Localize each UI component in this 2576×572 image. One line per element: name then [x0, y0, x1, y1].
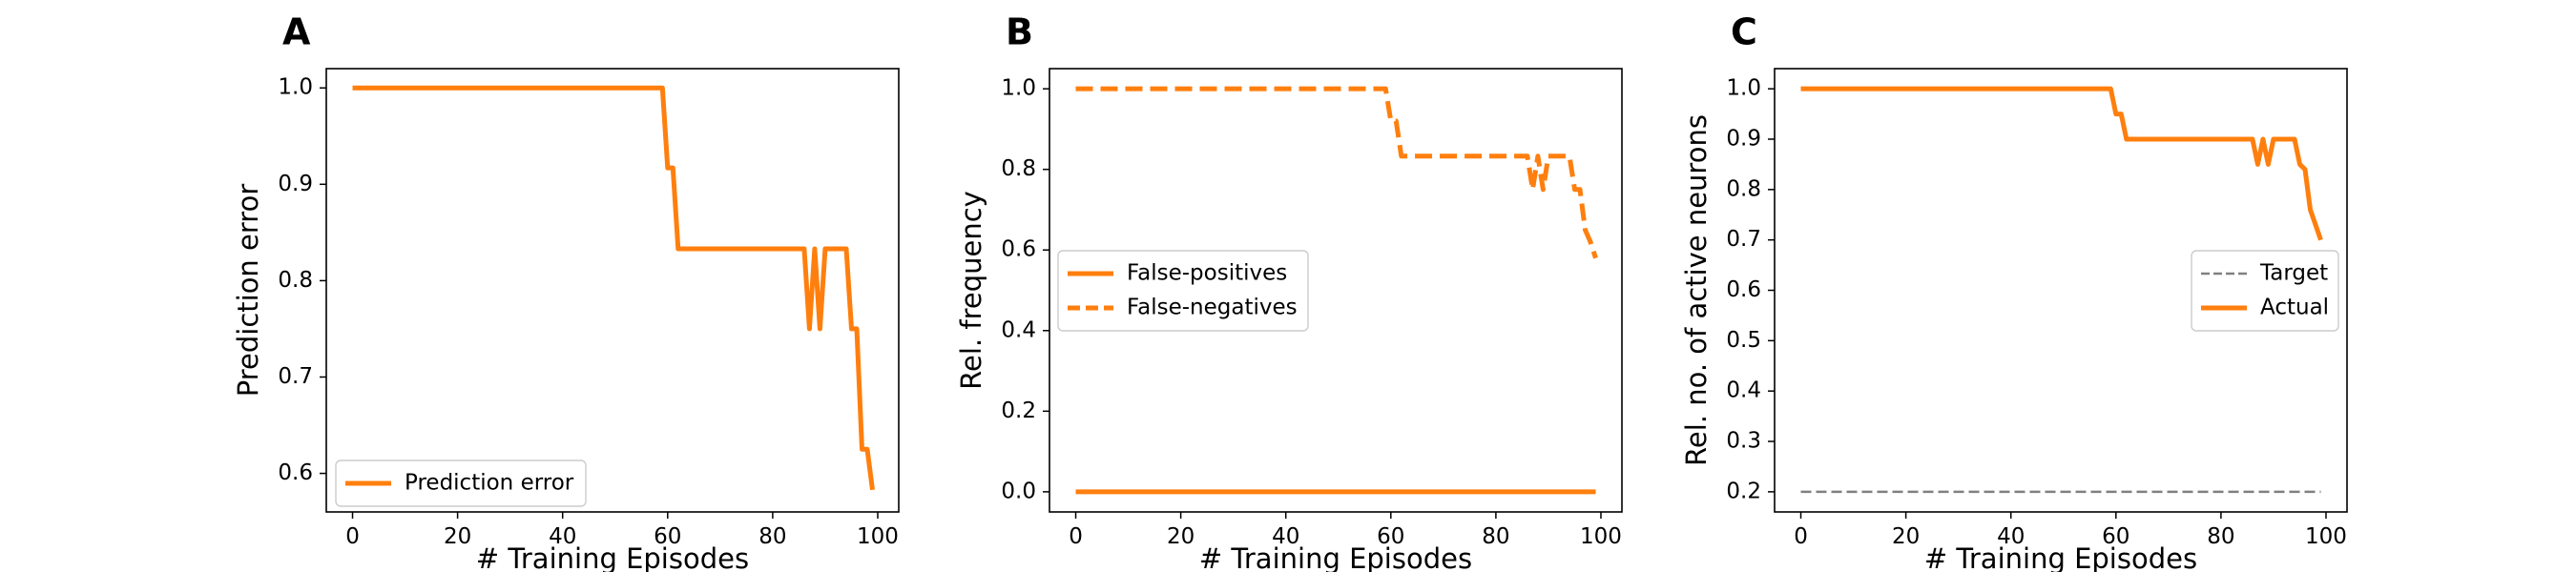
y-tick-label: 0.8 [278, 268, 313, 293]
series-line-1 [352, 85, 875, 491]
panel-letter: A [282, 11, 311, 53]
x-tick-label: 40 [549, 524, 576, 549]
legend-box [1057, 250, 1309, 332]
series-line-2 [1075, 86, 1598, 259]
legend: Target Actual [2191, 250, 2339, 332]
y-tick-label: 0.7 [1726, 227, 1761, 252]
x-tick-label: 100 [1580, 524, 1622, 549]
x-tick-label: 0 [1069, 524, 1083, 549]
y-tick-label: 1.0 [278, 75, 313, 100]
x-tick-label: 20 [444, 524, 471, 549]
legend: False-positives False-negatives [1057, 250, 1309, 332]
x-tick-label: 0 [345, 524, 360, 549]
y-tick-label: 1.0 [1001, 76, 1036, 101]
x-tick-label: 20 [1167, 524, 1195, 549]
x-tick-label: 40 [1272, 524, 1299, 549]
y-tick-label: 0.9 [278, 172, 313, 196]
y-tick-label: 0.8 [1726, 176, 1761, 201]
chart-panel-b: B 0 20 40 60 80 100 0.0 0.2 0.4 0.6 0.8 1.0 # Trainin… [955, 11, 1623, 572]
chart-panel-c: C 0 20 40 60 80 100 0.2 0.3 0.4 0.5 0.6 0.7 0.8 0.9 1.0… [1680, 11, 2348, 572]
x-tick-label: 100 [857, 524, 899, 549]
y-axis-label: Rel. no. of active neurons [1680, 114, 1713, 466]
x-axis-label: # Training Episodes [1924, 542, 2197, 572]
y-tick-label: 0.6 [1726, 277, 1761, 302]
y-tick-label: 0.9 [1726, 126, 1761, 151]
legend-label: Prediction error [405, 471, 574, 496]
y-tick-label: 0.0 [1001, 479, 1036, 503]
x-tick-label: 60 [2102, 524, 2129, 549]
panel-letter: C [1731, 11, 1757, 53]
y-tick-label: 0.4 [1001, 317, 1036, 342]
x-tick-label: 60 [654, 524, 681, 549]
x-tick-label: 60 [1377, 524, 1404, 549]
y-tick-label: 0.5 [1726, 328, 1761, 353]
plot-frame [1049, 68, 1623, 513]
y-axis-label: Prediction error [232, 184, 264, 398]
y-tick-label: 0.8 [1001, 156, 1036, 181]
y-tick-label: 0.6 [278, 460, 313, 485]
legend: Prediction error [335, 460, 587, 507]
x-tick-label: 40 [1997, 524, 2025, 549]
legend-box [335, 460, 587, 507]
y-tick-label: 0.3 [1726, 429, 1761, 454]
y-tick-label: 0.2 [1726, 479, 1761, 503]
x-tick-label: 80 [2207, 524, 2234, 549]
x-tick-label: 80 [758, 524, 786, 549]
x-tick-label: 20 [1892, 524, 1920, 549]
legend-label: False-positives [1127, 261, 1287, 286]
panel-letter: B [1006, 11, 1033, 53]
chart-panel-a: A 0 20 40 60 80 100 0.6 0.7 0.8 0.9 1.0 # Training E… [232, 11, 900, 572]
plot-frame [325, 68, 900, 513]
legend-box [2191, 250, 2339, 332]
y-tick-label: 0.2 [1001, 398, 1036, 423]
legend-label: Actual [2260, 296, 2329, 320]
x-axis-label: # Training Episodes [476, 542, 749, 572]
y-tick-label: 1.0 [1726, 76, 1761, 101]
y-tick-label: 0.7 [278, 364, 313, 389]
x-tick-label: 100 [2305, 524, 2347, 549]
x-axis-label: # Training Episodes [1199, 542, 1472, 572]
x-tick-label: 0 [1794, 524, 1808, 549]
y-axis-label: Rel. frequency [955, 191, 987, 390]
legend-label: Target [2259, 261, 2328, 286]
series-line-2 [1800, 86, 2323, 241]
y-tick-label: 0.4 [1726, 378, 1761, 403]
legend-label: False-negatives [1127, 296, 1298, 320]
x-tick-label: 80 [1482, 524, 1509, 549]
y-tick-label: 0.6 [1001, 237, 1036, 262]
